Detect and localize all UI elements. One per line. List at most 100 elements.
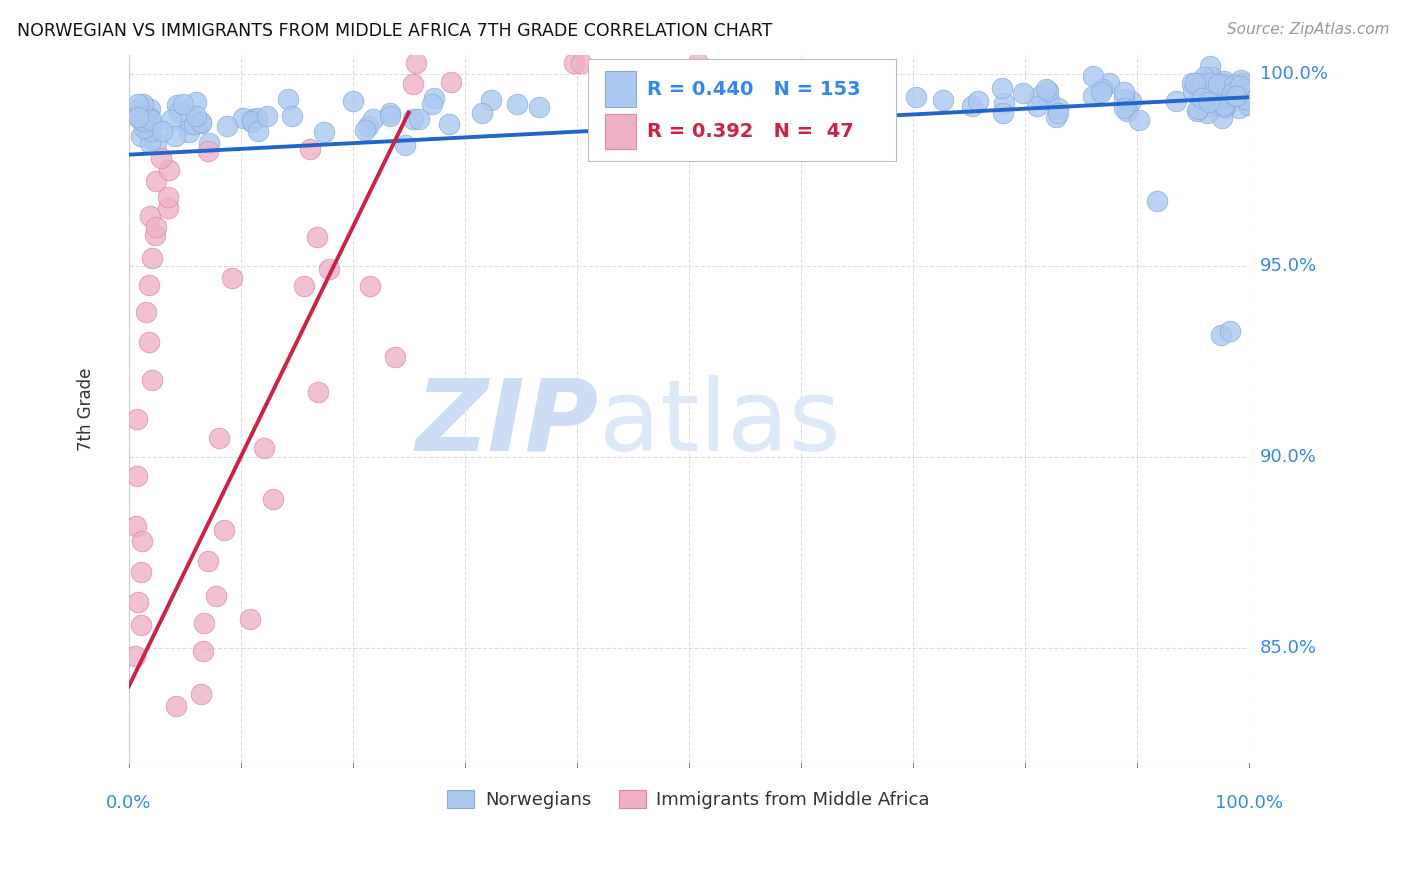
Point xyxy=(1198,76,1220,90)
Point xyxy=(184,95,207,109)
Text: NORWEGIAN VS IMMIGRANTS FROM MIDDLE AFRICA 7TH GRADE CORRELATION CHART: NORWEGIAN VS IMMIGRANTS FROM MIDDLE AFRI… xyxy=(17,22,772,40)
Point xyxy=(1185,104,1208,119)
Point xyxy=(699,99,721,113)
Point xyxy=(1187,89,1209,103)
Point xyxy=(305,229,328,244)
Point xyxy=(221,271,243,285)
Point xyxy=(124,648,146,663)
Point xyxy=(1011,86,1033,100)
Point xyxy=(862,97,884,112)
Point xyxy=(127,97,149,112)
Point xyxy=(1181,84,1204,98)
Point xyxy=(132,113,155,128)
Point xyxy=(135,123,157,137)
Point xyxy=(1206,88,1229,103)
Point xyxy=(423,91,446,105)
Point xyxy=(138,335,160,350)
Point xyxy=(1225,88,1247,103)
Point xyxy=(312,125,335,139)
Point xyxy=(150,123,173,137)
Point xyxy=(1236,98,1258,112)
Point xyxy=(1230,72,1253,87)
Point xyxy=(129,618,152,632)
Point xyxy=(318,262,340,277)
Point xyxy=(1038,84,1060,98)
Point xyxy=(1211,111,1233,125)
Point xyxy=(402,77,425,91)
Point xyxy=(641,104,664,119)
Point xyxy=(1199,59,1222,73)
Point xyxy=(991,80,1014,95)
Point xyxy=(562,55,585,70)
Point xyxy=(190,114,212,128)
Point xyxy=(127,110,149,124)
Point xyxy=(363,112,385,127)
Point xyxy=(212,524,235,538)
Point xyxy=(256,109,278,123)
Point xyxy=(993,96,1015,111)
Point xyxy=(246,123,269,137)
Bar xyxy=(605,114,636,149)
Point xyxy=(1198,87,1220,102)
Point xyxy=(1215,91,1237,105)
Point xyxy=(246,112,269,126)
Point xyxy=(129,565,152,579)
Point xyxy=(1035,82,1057,96)
Point xyxy=(277,91,299,105)
Point xyxy=(232,111,254,125)
Point xyxy=(1199,88,1222,103)
Point xyxy=(1046,102,1069,116)
Text: 100.0%: 100.0% xyxy=(1215,794,1282,812)
Point xyxy=(240,114,263,128)
Point xyxy=(139,112,162,127)
Point xyxy=(1025,99,1047,113)
Point xyxy=(1146,194,1168,208)
Point xyxy=(787,96,810,111)
Point xyxy=(661,102,683,116)
Point xyxy=(1213,100,1236,114)
Point xyxy=(1220,86,1243,100)
Point xyxy=(159,163,181,178)
Point xyxy=(1128,112,1150,127)
Point xyxy=(1226,82,1249,96)
Point xyxy=(1232,84,1254,98)
Point xyxy=(127,595,149,609)
Point xyxy=(1223,88,1246,103)
Point xyxy=(143,227,166,242)
Point xyxy=(1046,106,1069,120)
Point xyxy=(1180,76,1202,90)
Point xyxy=(650,101,672,115)
Text: R = 0.440   N = 153: R = 0.440 N = 153 xyxy=(647,79,860,99)
Point xyxy=(932,94,955,108)
Text: atlas: atlas xyxy=(599,375,841,472)
Point xyxy=(479,94,502,108)
Point xyxy=(1212,77,1234,91)
Point xyxy=(1219,78,1241,93)
Point xyxy=(394,138,416,153)
Point xyxy=(1191,81,1213,95)
Point xyxy=(166,98,188,112)
Point xyxy=(124,103,146,117)
Bar xyxy=(605,71,636,107)
Text: 85.0%: 85.0% xyxy=(1260,640,1317,657)
Point xyxy=(1098,76,1121,90)
Point xyxy=(145,136,167,151)
Point xyxy=(131,112,153,127)
Point xyxy=(440,75,463,89)
Point xyxy=(1213,100,1236,114)
Point xyxy=(1192,70,1215,85)
Point xyxy=(1198,95,1220,109)
Point xyxy=(1205,93,1227,107)
Point xyxy=(1195,105,1218,120)
Text: 7th Grade: 7th Grade xyxy=(77,368,96,450)
Point xyxy=(624,101,647,115)
Point xyxy=(1222,82,1244,96)
Point xyxy=(150,152,173,166)
Point xyxy=(132,107,155,121)
Point xyxy=(191,644,214,658)
Point xyxy=(529,99,551,113)
Point xyxy=(1090,85,1112,99)
Point xyxy=(139,124,162,138)
Point xyxy=(1045,110,1067,124)
Point xyxy=(172,96,194,111)
